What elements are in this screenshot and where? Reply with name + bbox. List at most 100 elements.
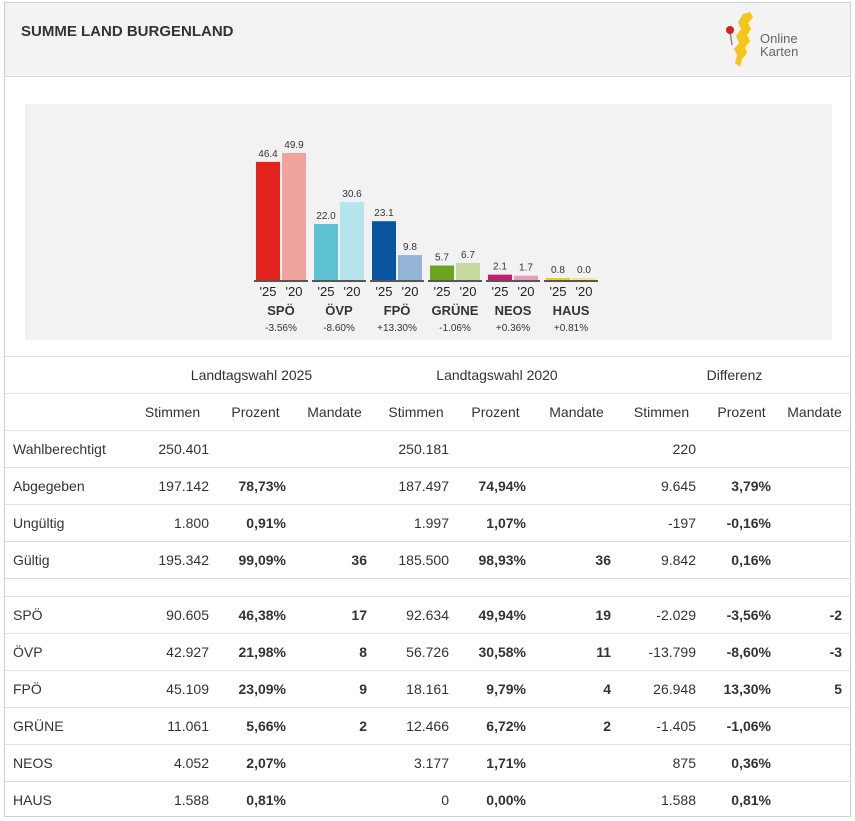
col-header: Stimmen	[619, 393, 704, 431]
year-tick-label: '25	[260, 284, 277, 299]
summary-row: Abgegeben 197.142 78,73% 187.497 74,94% 9.645…	[5, 467, 851, 505]
table-cell: 5,66%	[217, 707, 294, 745]
table-cell: 220	[619, 430, 704, 468]
bar-value-label: 30.6	[342, 189, 362, 200]
party-row: ÖVP 42.927 21,98% 8 56.726 30,58% 11 -13.799 -8,…	[5, 633, 851, 671]
year-tick-label: '20	[576, 284, 593, 299]
bar-value-label: 49.9	[284, 140, 304, 151]
logo-text: Online Karten	[760, 31, 799, 59]
row-label: Ungültig	[5, 504, 128, 542]
bar	[546, 277, 570, 280]
bar-value-label: 0.8	[551, 265, 565, 276]
bar	[340, 202, 364, 280]
table-cell: -3,56%	[704, 596, 779, 634]
results-body: Wahlberechtigt 250.401 250.181 220 Abgegeben…	[5, 430, 851, 819]
row-label: Abgegeben	[5, 467, 128, 505]
table-cell: 2	[534, 707, 619, 745]
bar-value-label: 0.0	[577, 265, 591, 276]
table-cell: 56.726	[375, 633, 457, 671]
bar-value-label: 1.7	[519, 263, 533, 274]
table-cell: 1.997	[375, 504, 457, 542]
summary-row: Gültig 195.342 99,09% 36 185.500 98,93% 36 9.84…	[5, 541, 851, 579]
table-cell	[779, 504, 851, 542]
party-row: HAUS 1.588 0,81% 0 0,00% 1.588 0,81%	[5, 781, 851, 819]
col-header: Prozent	[704, 393, 779, 431]
party-diff-label: -1.06%	[439, 323, 471, 334]
table-cell: 1.800	[128, 504, 217, 542]
table-cell: 13,30%	[704, 670, 779, 708]
bar-chart: 46.4 '25 49.9 '20 SPÖ -3.56% 22.0 '25 30.6 '20 ÖVP…	[25, 104, 832, 340]
table-cell: 99,09%	[217, 541, 294, 579]
table-cell: -13.799	[619, 633, 704, 671]
group-header-row: Landtagswahl 2025 Landtagswahl 2020 Diff…	[5, 356, 851, 394]
col-header: Prozent	[217, 393, 294, 431]
party-label: NEOS	[495, 303, 532, 318]
bar	[456, 262, 480, 280]
bar	[372, 221, 396, 280]
table-cell	[534, 744, 619, 782]
party-row: SPÖ 90.605 46,38% 17 92.634 49,94% 19 -2.029 -3,…	[5, 596, 851, 634]
party-row: NEOS 4.052 2,07% 3.177 1,71% 875 0,36%	[5, 744, 851, 782]
summary-row: Wahlberechtigt 250.401 250.181 220	[5, 430, 851, 468]
table-cell: 17	[294, 596, 375, 634]
table-cell	[779, 707, 851, 745]
table-cell: 26.948	[619, 670, 704, 708]
table-cell	[534, 430, 619, 468]
table-cell: -197	[619, 504, 704, 542]
row-label: Wahlberechtigt	[5, 430, 128, 468]
bar-value-label: 46.4	[258, 149, 278, 160]
table-cell: 9.842	[619, 541, 704, 579]
party-diff-label: +0.36%	[496, 323, 530, 334]
table-cell: 3.177	[375, 744, 457, 782]
party-label: GRÜNE	[432, 303, 479, 318]
table-cell: 875	[619, 744, 704, 782]
row-label: SPÖ	[5, 596, 128, 634]
table-cell: 0,16%	[704, 541, 779, 579]
year-tick-label: '25	[318, 284, 335, 299]
table-cell: 2,07%	[217, 744, 294, 782]
table-cell: -3	[779, 633, 851, 671]
corner-cell	[5, 356, 128, 394]
col-header: Stimmen	[375, 393, 457, 431]
table-cell: 9	[294, 670, 375, 708]
year-tick-label: '20	[518, 284, 535, 299]
table-cell: 0,81%	[217, 781, 294, 819]
table-cell	[457, 430, 534, 468]
table-cell: 12.466	[375, 707, 457, 745]
party-diff-label: -8.60%	[323, 323, 355, 334]
table-cell	[779, 541, 851, 579]
table-cell: 42.927	[128, 633, 217, 671]
table-cell: 92.634	[375, 596, 457, 634]
party-row: GRÜNE 11.061 5,66% 2 12.466 6,72% 2 -1.405 -1,06…	[5, 707, 851, 745]
bar-value-label: 5.7	[435, 252, 449, 263]
table-cell: 98,93%	[457, 541, 534, 579]
table-cell	[294, 781, 375, 819]
table-cell: 8	[294, 633, 375, 671]
bar	[314, 224, 338, 280]
party-label: HAUS	[553, 303, 590, 318]
party-diff-label: -3.56%	[265, 323, 297, 334]
year-tick-label: '20	[344, 284, 361, 299]
online-karten-link[interactable]: Online Karten	[723, 11, 833, 69]
year-tick-label: '20	[286, 284, 303, 299]
bar	[572, 278, 596, 280]
bar	[514, 275, 538, 280]
table-cell: 1,07%	[457, 504, 534, 542]
table-cell: 250.401	[128, 430, 217, 468]
panel-header: SUMME LAND BURGENLAND Online Karten	[5, 3, 850, 77]
table-cell: -8,60%	[704, 633, 779, 671]
results-panel: SUMME LAND BURGENLAND Online Karten 46.4…	[4, 2, 851, 819]
table-cell: 9,79%	[457, 670, 534, 708]
row-label: ÖVP	[5, 633, 128, 671]
table-cell	[294, 430, 375, 468]
table-cell: 1.588	[619, 781, 704, 819]
table-cell: 19	[534, 596, 619, 634]
table-cell: 30,58%	[457, 633, 534, 671]
table-cell: 36	[534, 541, 619, 579]
table-cell: 21,98%	[217, 633, 294, 671]
table-cell: 185.500	[375, 541, 457, 579]
table-cell: 1.588	[128, 781, 217, 819]
table-cell: 46,38%	[217, 596, 294, 634]
table-cell	[294, 467, 375, 505]
row-label: FPÖ	[5, 670, 128, 708]
